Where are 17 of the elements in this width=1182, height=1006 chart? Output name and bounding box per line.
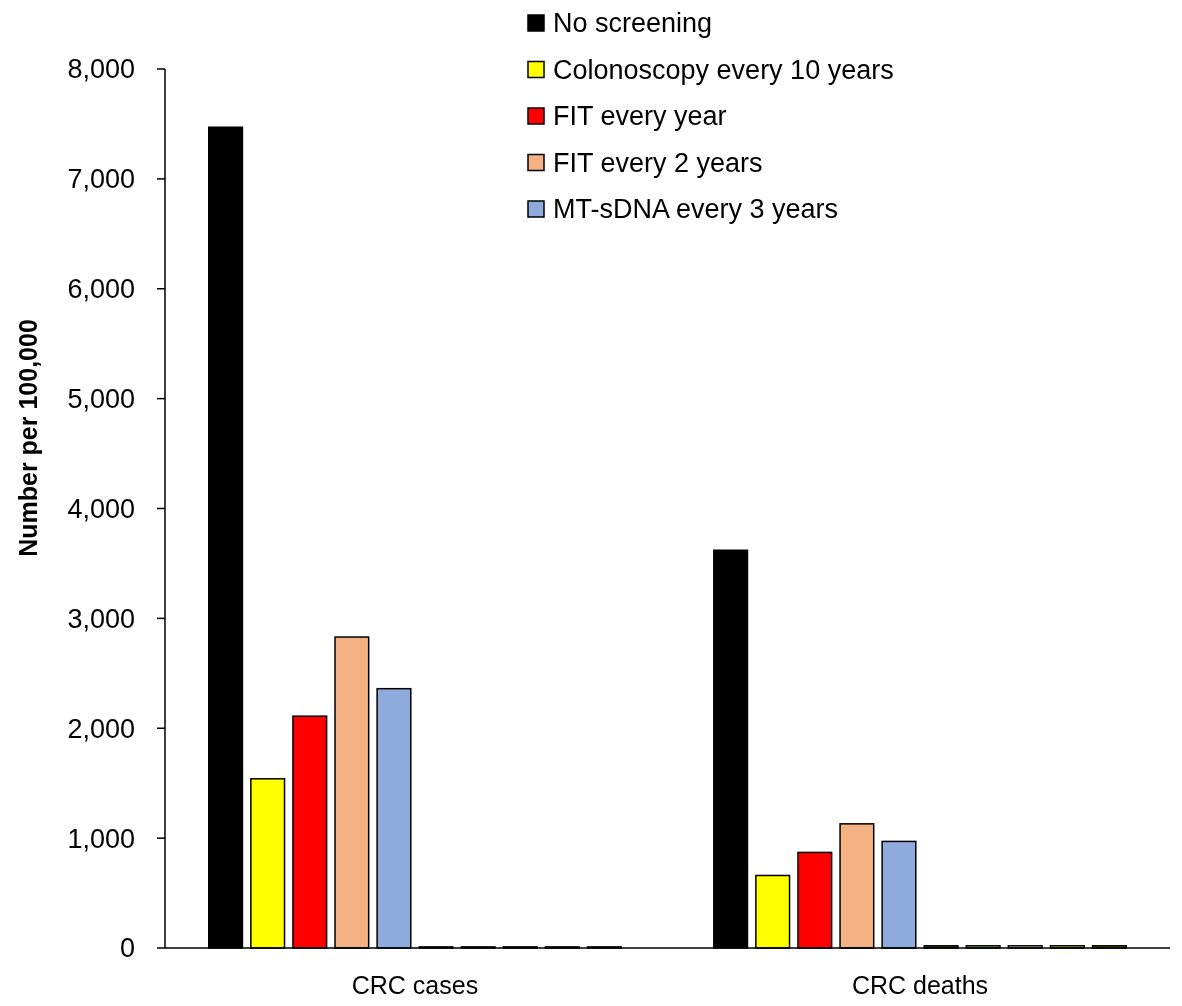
legend-label: No screening: [553, 8, 713, 39]
legend-label: FIT every 2 years: [553, 147, 763, 178]
x-tick-label: CRC deaths: [851, 971, 989, 999]
x-tick-label: CRC cases: [351, 971, 479, 999]
y-tick-label: 5,000: [67, 384, 135, 415]
legend-label: Colonoscopy every 10 years: [553, 54, 894, 85]
y-tick-label: 6,000: [67, 274, 135, 305]
legend-label: MT-sDNA every 3 years: [553, 194, 839, 225]
y-axis-title: Number per 100,000: [13, 319, 42, 557]
y-tick-label: 3,000: [67, 603, 135, 634]
y-tick-label: 1,000: [67, 823, 135, 854]
y-tick-label: 7,000: [67, 164, 135, 195]
y-tick-label: 4,000: [67, 493, 135, 524]
y-tick-label: 2,000: [67, 713, 135, 744]
y-tick-label: 8,000: [67, 54, 135, 85]
legend-label: FIT every year: [553, 101, 727, 132]
y-tick-label: 0: [119, 933, 135, 964]
